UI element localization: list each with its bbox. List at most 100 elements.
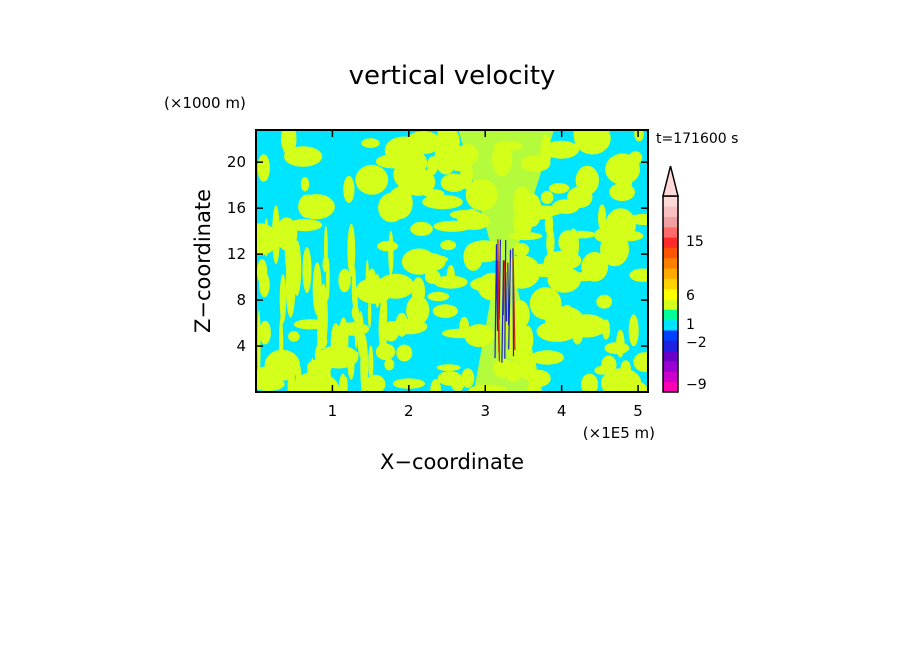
field-patch [605, 153, 640, 185]
field-patch [367, 298, 372, 329]
field-patch [405, 131, 442, 155]
field-core-streak [507, 262, 510, 326]
field-patch [256, 377, 285, 391]
field-patch [377, 273, 415, 299]
field-patch [450, 374, 465, 392]
field-patch [287, 219, 323, 232]
field-patch [293, 319, 327, 330]
field-patch [343, 175, 355, 203]
field-patch [581, 251, 609, 282]
field-patch [259, 320, 271, 345]
field-patch [257, 310, 261, 379]
field-core-streak [505, 272, 508, 322]
field-patch [288, 331, 300, 342]
y-axis-label: Z−coordinate [191, 189, 215, 333]
y-axis-unit: (×1000 m) [164, 94, 246, 112]
plot-frame [255, 129, 649, 393]
colorbar: 15 6 1 −2 −9 [662, 165, 707, 393]
x-tick-label: 3 [480, 402, 490, 420]
colorbar-bin [663, 319, 678, 331]
field-patch [298, 194, 318, 219]
colorbar-extend-arrow [662, 165, 679, 197]
field-patch [440, 173, 468, 192]
field-patch [365, 374, 386, 392]
field-patch [633, 352, 648, 372]
field-patch [393, 164, 406, 185]
colorbar-label: −2 [686, 335, 707, 351]
field-patch [360, 334, 369, 392]
colorbar-bin [663, 237, 678, 248]
field-patch [256, 223, 278, 256]
field-patch [355, 164, 389, 195]
field-patch [616, 329, 625, 358]
field-core-streak [501, 260, 505, 363]
field-patch [377, 241, 398, 252]
field-patch [547, 266, 581, 293]
colorbar-label: 15 [686, 234, 704, 250]
x-axis: 1 2 3 4 5 [328, 130, 643, 420]
field-patch [446, 264, 455, 287]
x-axis-unit: (×1E5 m) [583, 424, 655, 442]
field-core-streak [497, 239, 500, 362]
field-patch [281, 130, 297, 156]
colorbar-label: −9 [686, 377, 707, 393]
field-patch [351, 304, 360, 321]
field-patch [388, 318, 428, 335]
heatmap-field [256, 130, 648, 392]
field-patch [375, 154, 411, 169]
y-tick-label: 4 [236, 337, 246, 355]
colorbar-bin [663, 216, 678, 228]
field-patch [605, 208, 636, 242]
field-patch [601, 355, 617, 374]
field-patch [441, 328, 479, 339]
field-patch [560, 304, 575, 337]
chart-title: vertical velocity [349, 61, 556, 91]
field-patch [581, 373, 599, 392]
colorbar-label: 1 [686, 317, 695, 333]
field-core-streak [498, 239, 501, 320]
field-patch [436, 364, 461, 371]
field-patch [312, 262, 322, 316]
field-patch [629, 268, 648, 282]
colorbar-bin [663, 247, 678, 259]
colorbar-bin [663, 361, 678, 372]
x-axis-label: X−coordinate [380, 450, 524, 474]
colorbar-bin [663, 226, 678, 238]
field-core-streak [508, 249, 512, 350]
field-patch [596, 294, 613, 309]
field-patch [322, 257, 330, 273]
field-patch [548, 183, 570, 194]
y-tick-label: 8 [236, 291, 246, 309]
field-patch [292, 240, 302, 296]
field-patch [432, 304, 458, 318]
field-patch [351, 265, 357, 308]
field-patch [461, 368, 475, 389]
colorbar-bin [663, 278, 678, 290]
field-patch [314, 344, 323, 370]
field-patch [422, 194, 463, 210]
colorbar-bin [663, 196, 678, 207]
field-patch [347, 223, 356, 277]
field-patch [401, 248, 436, 275]
field-patch [347, 350, 355, 380]
y-axis: 4 8 12 16 20 [227, 153, 648, 355]
field-patch [567, 228, 580, 262]
field-patch [449, 209, 482, 220]
field-patch [392, 378, 425, 389]
field-patch [602, 319, 611, 340]
field-patch [388, 230, 394, 276]
field-patch [319, 283, 328, 350]
colorbar-bin [663, 350, 678, 362]
field-patch [300, 177, 310, 192]
field-patch [259, 272, 270, 298]
field-patch [598, 204, 607, 231]
field-patch [387, 187, 413, 219]
field-patch [395, 312, 408, 337]
field-patch [338, 268, 351, 293]
field-patch [293, 373, 324, 392]
field-patch [427, 291, 450, 302]
colorbar-bin [663, 330, 678, 341]
colorbar-bin [663, 381, 678, 393]
field-patch [338, 373, 348, 392]
